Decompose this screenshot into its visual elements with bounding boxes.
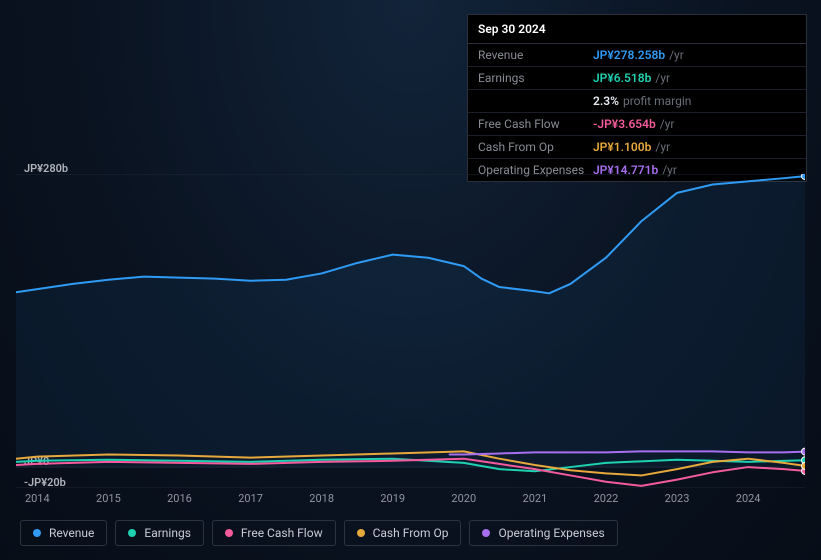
tooltip-row-unit: /yr: [669, 48, 684, 62]
legend-dot-icon: [357, 529, 365, 537]
tooltip-row-value: JP¥278.258b: [593, 48, 665, 62]
x-tick-label: 2021: [523, 492, 548, 505]
tooltip-row-value: -JP¥3.654b: [593, 117, 656, 131]
tooltip-row-label: Revenue: [478, 48, 593, 62]
tooltip-row: RevenueJP¥278.258b/yr: [468, 44, 806, 67]
x-axis-labels: 2014 2015 2016 2017 2018 2019 2020 2021 2022 2023…: [16, 492, 805, 508]
x-tick-label: 2014: [25, 492, 50, 505]
legend-item[interactable]: Free Cash Flow: [212, 520, 336, 546]
legend-dot-icon: [128, 529, 136, 537]
legend-item[interactable]: Revenue: [20, 520, 107, 546]
svg-stage: [16, 174, 805, 488]
x-tick-label: 2019: [380, 492, 405, 505]
legend-item[interactable]: Operating Expenses: [469, 520, 617, 546]
legend-label: Free Cash Flow: [241, 526, 323, 540]
legend-item[interactable]: Earnings: [115, 520, 204, 546]
legend-dot-icon: [482, 529, 490, 537]
legend-label: Cash From Op: [373, 526, 449, 540]
legend-label: Earnings: [144, 526, 191, 540]
tooltip-row-value: JP¥6.518b: [593, 71, 651, 85]
tooltip-row-label: [478, 94, 593, 108]
x-tick-label: 2015: [96, 492, 121, 505]
x-tick-label: 2016: [167, 492, 192, 505]
legend-dot-icon: [33, 529, 41, 537]
tooltip-row-value: 2.3%: [593, 94, 619, 108]
chart-svg[interactable]: [16, 174, 805, 488]
tooltip-row-label: Free Cash Flow: [478, 117, 593, 131]
legend-label: Operating Expenses: [498, 526, 604, 540]
legend-dot-icon: [225, 529, 233, 537]
legend-item[interactable]: Cash From Op: [344, 520, 462, 546]
tooltip-row-label: Earnings: [478, 71, 593, 85]
tooltip-title: Sep 30 2024: [468, 15, 806, 44]
legend: Revenue Earnings Free Cash Flow Cash From O…: [20, 520, 618, 546]
tooltip-row: 2.3% profit margin: [468, 90, 806, 113]
tooltip-row-label: Cash From Op: [478, 140, 593, 154]
tooltip-row-unit: profit margin: [623, 94, 691, 108]
tooltip-row-unit: /yr: [655, 140, 670, 154]
tooltip-row: Free Cash Flow-JP¥3.654b/yr: [468, 113, 806, 136]
tooltip-row-unit: /yr: [660, 117, 675, 131]
x-tick-label: 2020: [451, 492, 476, 505]
tooltip-row: EarningsJP¥6.518b/yr: [468, 67, 806, 90]
x-tick-label: 2022: [594, 492, 619, 505]
chart-area: JP¥280bJP¥0-JP¥20b 201420152016201720182…: [16, 160, 805, 508]
tooltip-row-unit: /yr: [655, 71, 670, 85]
x-tick-label: 2023: [665, 492, 690, 505]
x-tick-label: 2018: [309, 492, 334, 505]
legend-label: Revenue: [49, 526, 94, 540]
x-tick-label: 2024: [736, 492, 761, 505]
x-tick-label: 2017: [238, 492, 263, 505]
tooltip-row-value: JP¥1.100b: [593, 140, 651, 154]
data-tooltip: Sep 30 2024 RevenueJP¥278.258b/yrEarning…: [467, 14, 807, 182]
tooltip-row: Cash From OpJP¥1.100b/yr: [468, 136, 806, 159]
